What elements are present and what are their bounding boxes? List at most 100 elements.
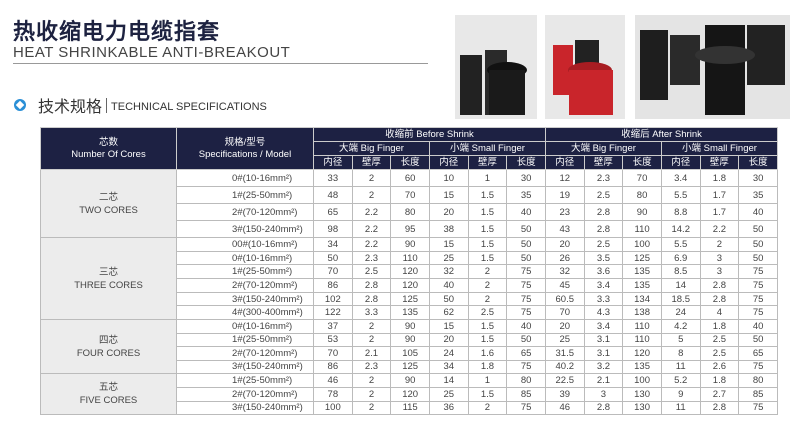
value-cell: 2.7 <box>699 386 740 402</box>
value-cell: 2.5 <box>583 186 624 204</box>
spec-cell: 3#(150-240mm²) <box>176 291 314 307</box>
table-row: 五芯 FIVE CORES 1#(25-50mm²) 46 2 90 14 1 80 22.5 2.… <box>40 373 778 416</box>
value-cell: 2.2 <box>351 237 392 252</box>
value-cell: 75 <box>506 359 546 375</box>
value-cell: 2 <box>351 169 392 187</box>
value-cell: 2.6 <box>699 359 740 375</box>
value-cell: 8.8 <box>660 203 701 221</box>
header-row: 大端 Big Finger 小端 Small Finger 大端 Big Finge… <box>41 141 779 156</box>
value-cell: 50 <box>313 250 353 266</box>
value-cell: 85 <box>506 386 546 402</box>
table-row: 1#(25-50mm²) 48 2 70 15 1.5 35 19 2.5 80 5.5 1.7 35 <box>41 186 778 204</box>
spec-cell: 3#(150-240mm²) <box>176 220 314 238</box>
value-cell: 2 <box>351 386 392 402</box>
value-cell: 125 <box>390 291 430 307</box>
header-wall-thickness: 壁厚 <box>351 155 392 170</box>
table-row: 2#(70-120mm²) 70 2.1 105 24 1.6 65 31.5 3.1 120 8 2… <box>41 346 778 361</box>
value-cell: 36 <box>428 400 469 416</box>
spec-cell: 0#(10-16mm²) <box>176 169 314 187</box>
value-cell: 1.7 <box>699 203 740 221</box>
table-row: 2#(70-120mm²) 78 2 120 25 1.5 85 39 3 130 9 2.7 85 <box>41 386 778 402</box>
value-cell: 40 <box>506 203 546 221</box>
value-cell: 135 <box>622 359 662 375</box>
value-cell: 38 <box>428 220 469 238</box>
value-cell: 2.5 <box>583 237 624 252</box>
value-cell: 25 <box>428 250 469 266</box>
section-divider <box>106 97 108 113</box>
value-cell: 50 <box>738 250 778 266</box>
value-cell: 25 <box>428 386 469 402</box>
value-cell: 70 <box>313 346 353 361</box>
value-cell: 50 <box>506 237 546 252</box>
value-cell: 1.5 <box>467 319 508 334</box>
table-row: 0#(10-16mm²) 50 2.3 110 25 1.5 50 26 3.5 125 6.9 3 5… <box>41 250 778 266</box>
header-spec: 规格/型号 Specifications / Model <box>176 127 314 170</box>
value-cell: 2.8 <box>699 278 740 293</box>
header-row: 芯数 Number Of Cores 规格/型号 Specifications / M… <box>40 127 779 170</box>
table-row: 1#(25-50mm²) 53 2 90 20 1.5 50 25 3.1 110 5 2.5 50 <box>41 332 778 348</box>
title-divider <box>13 63 428 64</box>
value-cell: 2 <box>467 291 508 307</box>
value-cell: 50 <box>428 291 469 307</box>
value-cell: 2.8 <box>583 400 624 416</box>
value-cell: 120 <box>622 346 662 361</box>
header-cores-cn: 芯数 <box>98 136 118 148</box>
value-cell: 6.9 <box>660 250 701 266</box>
value-cell: 3.4 <box>583 278 624 293</box>
table-row: 3#(150-240mm²) 86 2.3 125 34 1.8 75 40.2 3.2 135 1… <box>41 359 778 375</box>
value-cell: 75 <box>506 278 546 293</box>
spec-cell: 1#(25-50mm²) <box>176 332 314 348</box>
value-cell: 2.5 <box>699 346 740 361</box>
header-length: 长度 <box>390 155 430 170</box>
value-cell: 15 <box>428 186 469 204</box>
value-cell: 1 <box>467 373 508 388</box>
cores-en: THREE CORES <box>74 279 143 291</box>
value-cell: 35 <box>738 186 778 204</box>
header-cores-en: Number Of Cores <box>71 148 146 160</box>
value-cell: 78 <box>313 386 353 402</box>
value-cell: 65 <box>313 203 353 221</box>
value-cell: 2.2 <box>351 220 392 238</box>
spec-cell: 1#(25-50mm²) <box>176 373 314 388</box>
header-wall-thickness: 壁厚 <box>583 155 624 170</box>
value-cell: 26 <box>544 250 585 266</box>
value-cell: 70 <box>622 169 662 187</box>
value-cell: 75 <box>738 264 778 280</box>
header-wall-thickness: 壁厚 <box>699 155 740 170</box>
value-cell: 2.8 <box>699 400 740 416</box>
value-cell: 5.5 <box>660 186 701 204</box>
value-cell: 80 <box>622 186 662 204</box>
table-row: 3#(150-240mm²) 100 2 115 36 2 75 46 2.8 130 11 2.8 7… <box>41 400 778 416</box>
table-row: 3#(150-240mm²) 98 2.2 95 38 1.5 50 43 2.8 110 14.2… <box>41 220 778 238</box>
value-cell: 135 <box>622 264 662 280</box>
value-cell: 31.5 <box>544 346 585 361</box>
value-cell: 48 <box>313 186 353 204</box>
value-cell: 1.5 <box>467 186 508 204</box>
value-cell: 85 <box>738 386 778 402</box>
value-cell: 65 <box>506 346 546 361</box>
value-cell: 100 <box>313 400 353 416</box>
value-cell: 75 <box>738 305 778 321</box>
cores-en: FOUR CORES <box>76 347 141 359</box>
value-cell: 35 <box>506 186 546 204</box>
value-cell: 1.6 <box>467 346 508 361</box>
value-cell: 110 <box>622 332 662 348</box>
value-cell: 130 <box>622 386 662 402</box>
value-cell: 75 <box>738 291 778 307</box>
value-cell: 125 <box>390 359 430 375</box>
value-cell: 24 <box>660 305 701 321</box>
product-photo-black <box>455 15 537 119</box>
header-wall-thickness: 壁厚 <box>467 155 508 170</box>
value-cell: 75 <box>738 359 778 375</box>
spec-cell: 2#(70-120mm²) <box>176 346 314 361</box>
spec-cell: 3#(150-240mm²) <box>176 359 314 375</box>
header-inner-diameter: 内径 <box>313 155 353 170</box>
value-cell: 2.8 <box>583 220 624 238</box>
value-cell: 102 <box>313 291 353 307</box>
value-cell: 1.5 <box>467 250 508 266</box>
value-cell: 125 <box>622 250 662 266</box>
value-cell: 1.5 <box>467 220 508 238</box>
value-cell: 14 <box>428 373 469 388</box>
value-cell: 33 <box>313 169 353 187</box>
header-small-finger: 小端 Small Finger <box>428 141 546 156</box>
